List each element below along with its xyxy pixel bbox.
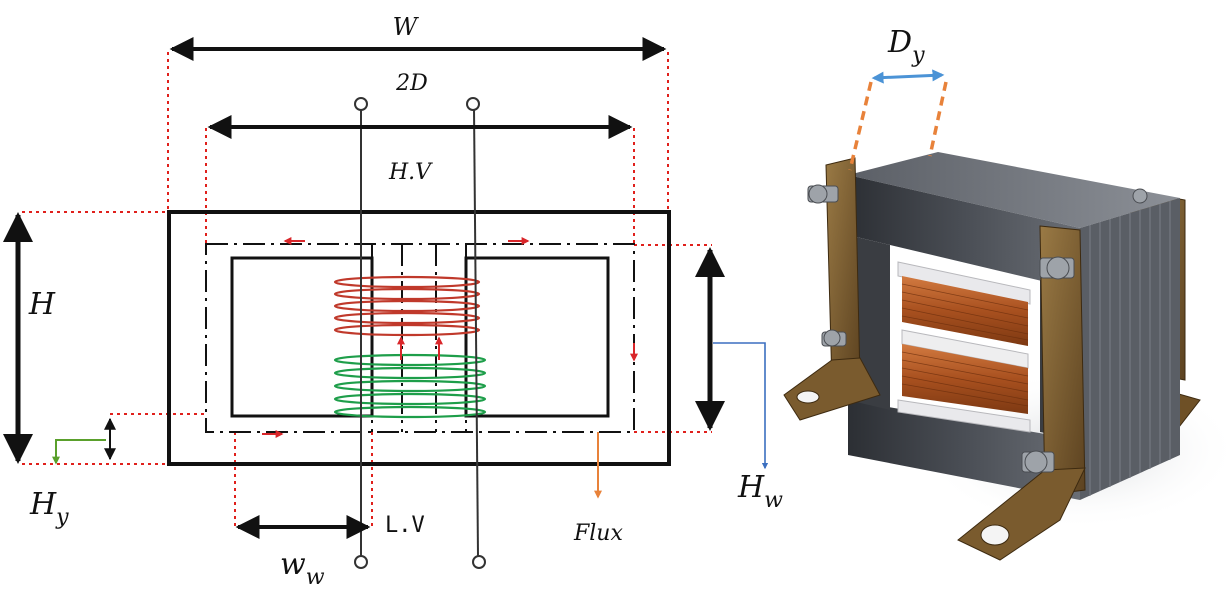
flux-arrows [262, 237, 638, 438]
yoke-height-pointer [52, 439, 106, 465]
window-height-pointer [713, 342, 769, 470]
lv-label: L.V [385, 513, 425, 538]
flux-label: Flux [573, 521, 623, 546]
window-right [464, 256, 610, 418]
hv-label: H.V [388, 160, 433, 185]
width-label: W [393, 13, 420, 41]
hv-winding [333, 275, 481, 337]
window-left [230, 256, 374, 418]
terminal-leads [354, 97, 486, 569]
height-label: H [28, 287, 56, 322]
yoke-depth-guides [848, 81, 948, 171]
core-outer [167, 210, 671, 466]
window-height-label: Hw [737, 470, 783, 513]
window-width-label: ww [280, 547, 325, 590]
bolts [807, 184, 1148, 474]
copper-coil [901, 276, 1029, 414]
lv-winding [333, 353, 487, 419]
transformer-3d-illustration: Dy [783, 25, 1228, 561]
two-d-label: 2D [395, 71, 428, 96]
mounting-bracket-right [1039, 225, 1086, 496]
yoke-depth-label: Dy [887, 25, 925, 68]
yoke-depth-arrow [871, 69, 945, 84]
guide-lines [22, 52, 712, 530]
core-schematic: W 2D H.V H Hy Hw ww L.V Flux [3, 13, 783, 590]
yoke-height-label: Hy [29, 487, 69, 530]
core-top [848, 152, 1180, 228]
